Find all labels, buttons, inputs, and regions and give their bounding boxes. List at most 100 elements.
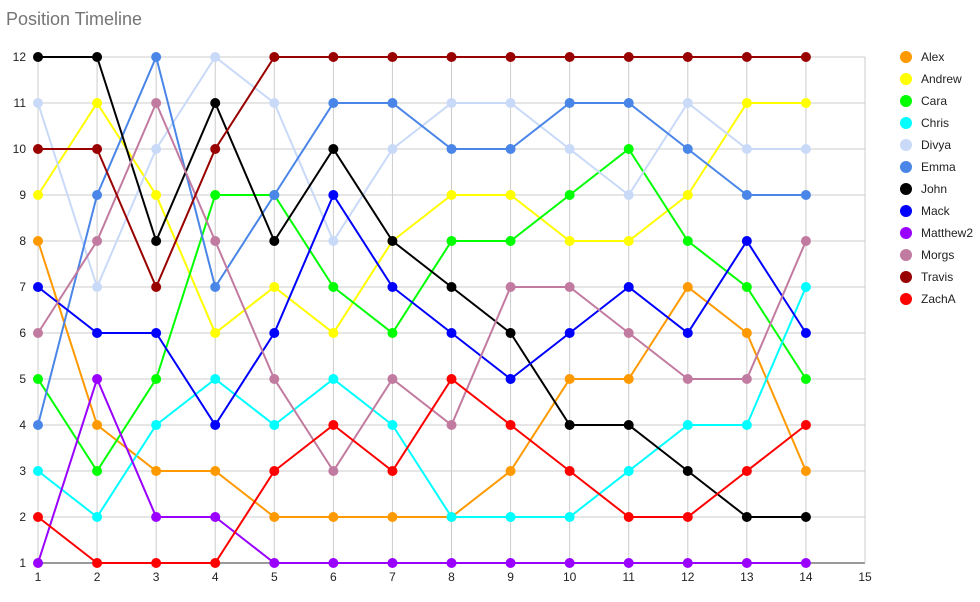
data-point [800,420,811,430]
data-point [92,236,103,246]
legend-label: Morgs [921,248,954,262]
data-point [505,98,516,108]
x-tick-label: 13 [740,570,754,584]
legend-item-chris: Chris [900,116,949,130]
data-point [446,558,457,568]
data-point [33,190,43,200]
data-point [269,190,280,200]
legend-item-emma: Emma [900,160,956,174]
data-point [328,236,339,246]
series-line [37,192,807,427]
data-point [800,190,811,200]
data-point [505,144,516,154]
legend-item-morgs: Morgs [900,248,954,262]
data-point [33,374,43,384]
data-point [623,144,634,154]
legend-swatch [900,293,912,305]
data-point [682,420,693,430]
data-point [682,282,693,292]
data-point [210,236,221,246]
data-point [682,190,693,200]
data-point [269,328,280,338]
series-emma [33,52,811,430]
data-point [387,52,398,62]
data-point [151,420,162,430]
data-point [387,558,398,568]
series-travis [33,52,811,292]
data-point [387,282,398,292]
data-point [505,420,516,430]
data-point [151,190,162,200]
chart-title: Position Timeline [6,9,142,29]
data-point [328,190,339,200]
y-tick-label: 8 [19,234,26,248]
data-point [623,466,634,476]
data-point [564,144,575,154]
data-point [682,466,693,476]
data-point [151,282,162,292]
data-point [682,328,693,338]
data-point [387,98,398,108]
data-point [564,98,575,108]
data-point [800,512,811,522]
data-point [210,512,221,522]
data-point [151,558,162,568]
series-line [37,101,806,335]
data-point [800,328,811,338]
data-point [151,98,162,108]
data-point [505,466,516,476]
series-morgs [33,98,811,476]
legend-swatch [900,73,912,85]
data-point [328,558,339,568]
data-point [387,374,398,384]
data-point [446,328,457,338]
series-line [38,56,806,518]
x-tick-label: 6 [330,570,337,584]
data-point [741,144,752,154]
data-point [623,52,634,62]
legend-swatch [900,227,912,239]
data-point [800,52,811,62]
legend-item-andrew: Andrew [900,72,962,86]
data-point [269,466,280,476]
legend-swatch [900,95,912,107]
grid [37,56,866,564]
data-point [210,190,221,200]
data-point [564,374,575,384]
data-point [328,52,339,62]
data-point [446,190,457,200]
data-point [328,374,339,384]
x-tick-label: 7 [389,570,396,584]
data-point [210,466,221,476]
x-tick-label: 2 [94,570,101,584]
data-point [210,328,221,338]
series-line [38,56,806,290]
data-point [741,52,752,62]
data-point [328,98,339,108]
legend-label: John [921,182,947,196]
data-point [269,512,280,522]
legend-swatch [900,117,912,129]
data-point [623,512,634,522]
legend-item-divya: Divya [900,138,951,152]
data-point [741,98,752,108]
data-point [741,282,752,292]
data-point [387,512,398,522]
data-point [741,374,752,384]
data-point [387,236,398,246]
data-point [92,558,103,568]
x-tick-label: 9 [507,570,514,584]
data-point [92,190,103,200]
data-point [92,420,103,430]
legend: Alex Andrew Cara Chris Divya Emma John Mack Matt… [900,50,973,306]
data-point [33,420,43,430]
data-point [151,52,162,62]
data-point [682,512,693,522]
series-line [37,53,806,426]
data-point [328,420,339,430]
legend-label: Mack [921,204,951,218]
legend-item-mack: Mack [900,204,951,218]
data-point [564,328,575,338]
